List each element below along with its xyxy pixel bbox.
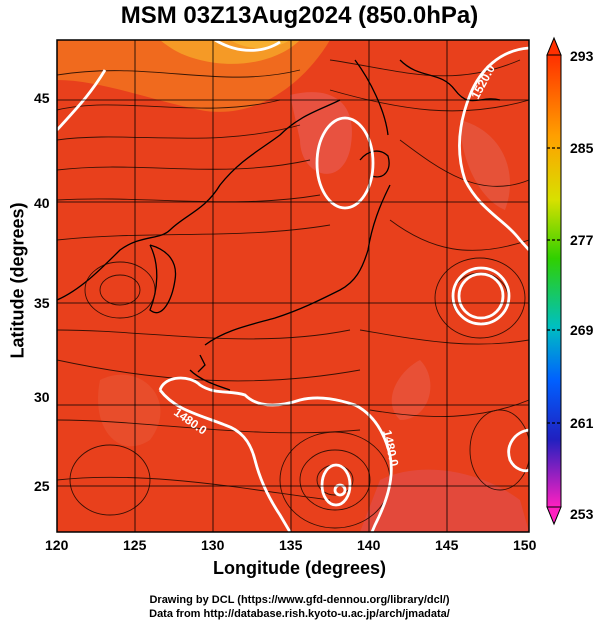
colorbar-bottom-arrow <box>546 506 562 526</box>
page-title: MSM 03Z13Aug2024 (850.0hPa) <box>120 2 479 29</box>
xtick-125: 125 <box>123 537 147 553</box>
xtick-135: 135 <box>279 537 303 553</box>
colorbar-tick-293: 293 <box>570 48 594 64</box>
colorbar-tick-269: 269 <box>570 322 594 338</box>
credit-drawing: Drawing by DCL (https://www.gfd-dennou.o… <box>149 594 450 606</box>
lat-lon-grid <box>57 40 529 532</box>
ytick-40: 40 <box>34 195 50 211</box>
temperature-field <box>57 40 529 532</box>
credit-data: Data from http://database.rish.kyoto-u.a… <box>149 608 450 620</box>
colorbar-tick-261: 261 <box>570 415 594 431</box>
xtick-150: 150 <box>513 537 537 553</box>
ytick-35: 35 <box>34 295 50 311</box>
xtick-130: 130 <box>201 537 225 553</box>
xtick-145: 145 <box>435 537 459 553</box>
xtick-120: 120 <box>45 537 69 553</box>
colorbar-tick-253: 253 <box>570 506 594 522</box>
x-axis-title: Longitude (degrees) <box>212 558 386 578</box>
colorbar-tick-277: 277 <box>570 232 594 248</box>
ytick-30: 30 <box>34 389 50 405</box>
ytick-25: 25 <box>34 478 50 494</box>
ytick-45: 45 <box>34 90 50 106</box>
height-contours <box>57 40 529 532</box>
colorbar <box>546 36 562 526</box>
colorbar-top-arrow <box>546 36 562 56</box>
wind-streamlines <box>57 59 529 529</box>
plot-frame <box>56 39 530 533</box>
y-axis-title: Latitude (degrees) <box>7 202 28 359</box>
xtick-140: 140 <box>357 537 381 553</box>
coastlines <box>57 59 501 391</box>
colorbar-tick-285: 285 <box>570 140 594 156</box>
